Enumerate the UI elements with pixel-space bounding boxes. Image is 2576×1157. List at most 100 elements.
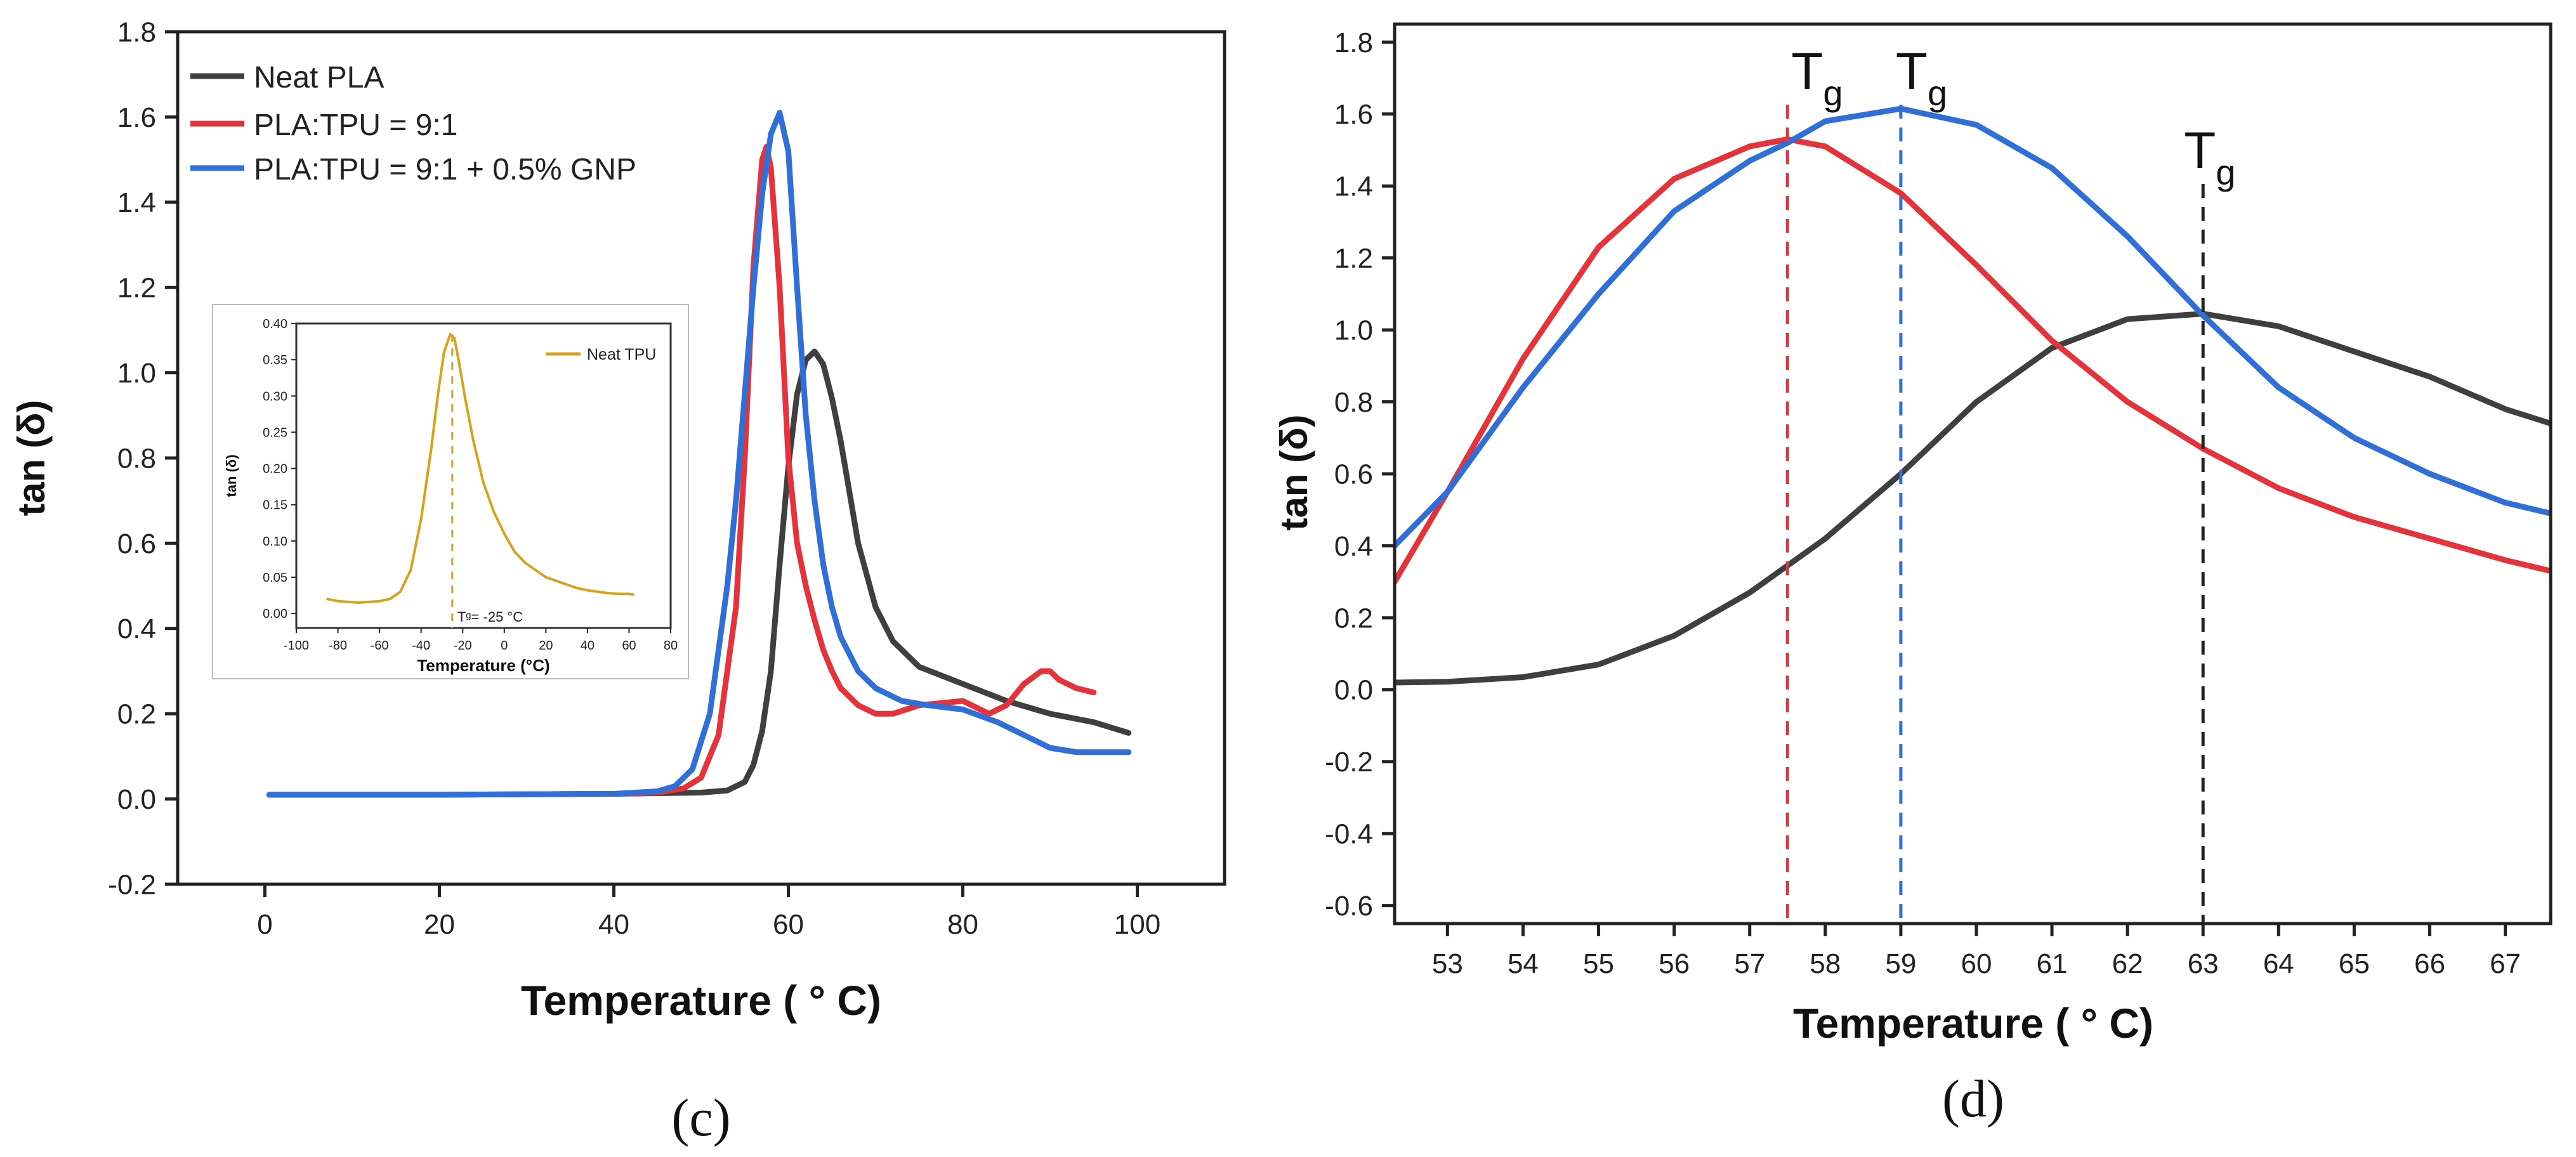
y-tick-label: -0.4 [1325, 819, 1373, 850]
x-tick-label: 40 [598, 909, 629, 940]
x-tick-label: 60 [622, 639, 636, 653]
legend-label-pla-tpu: PLA:TPU = 9:1 [254, 108, 458, 142]
panel-c-chart: 0 20 40 60 80 100 -0.2 0.0 0.2 0.4 0.6 0.8 1.0 1.2 1.4… [10, 16, 1226, 1024]
panel-d-chart: Tg Tg Tg 53 54 55 56 57 58 59 60 61 62 63 64 65 66 67 -0.… [1273, 22, 2553, 1047]
panel-d-x-axis-label: Temperature ( ° C) [1793, 1000, 2153, 1047]
inset-x-axis-label: Temperature (°C) [417, 656, 549, 675]
figure-label-d: (d) [1942, 1069, 2004, 1128]
y-tick-label: 1.8 [117, 16, 156, 48]
x-tick-label: 0 [501, 639, 508, 653]
x-tick-label: 66 [2414, 948, 2445, 979]
panel-c-series-layer [266, 110, 1132, 798]
x-tick-label: -40 [412, 639, 430, 653]
y-tick-label: 0.10 [263, 535, 287, 549]
x-tick-label: -60 [371, 639, 389, 653]
y-tick-label: 0.40 [263, 317, 287, 331]
y-tick-label: 0.0 [117, 784, 156, 815]
panel-d-y-axis-label: tan (δ) [1273, 414, 1315, 530]
figure-label-c: (c) [671, 1088, 730, 1147]
x-tick-label: 60 [1961, 948, 1992, 979]
tg-marker-label: Tg [2184, 122, 2235, 192]
panel-c-axes: 0 20 40 60 80 100 -0.2 0.0 0.2 0.4 0.6 0.8 1.0 1.2 1.4… [108, 16, 1160, 940]
y-tick-label: 0.8 [1334, 387, 1373, 418]
legend-label-pla-tpu-gnp: PLA:TPU = 9:1 + 0.5% GNP [254, 153, 636, 186]
x-tick-label: 58 [1810, 948, 1841, 979]
x-tick-label: -100 [284, 639, 309, 653]
series-line-pla-tpu-9-1-0-5-gnp [266, 110, 1132, 798]
panel-d-tg-markers: Tg Tg Tg [1785, 42, 2235, 924]
x-tick-label: 57 [1734, 948, 1765, 979]
x-tick-label: 59 [1885, 948, 1916, 979]
x-tick-label: 100 [1114, 909, 1160, 940]
y-tick-label: 0.30 [263, 389, 287, 403]
y-tick-label: -0.6 [1325, 891, 1373, 922]
series-line-neat-pla [266, 348, 1132, 798]
y-tick-label: 0.05 [263, 571, 287, 585]
x-tick-label: 55 [1583, 948, 1614, 979]
panel-c-x-axis-label: Temperature ( ° C) [521, 977, 881, 1024]
series-line-pla-tpu-9-1 [266, 143, 1097, 798]
panel-c-legend: Neat PLA PLA:TPU = 9:1 PLA:TPU = 9:1 + 0… [190, 61, 636, 186]
panel-d-series-layer [1395, 105, 2551, 686]
series-line-pla-tpu-9-1-0-5-gnp [1395, 105, 2551, 549]
x-tick-label: 53 [1432, 948, 1463, 979]
y-tick-label: 1.0 [117, 358, 156, 389]
y-tick-label: 0.15 [263, 499, 287, 513]
y-tick-label: 1.8 [1334, 27, 1373, 58]
y-tick-label: -0.2 [1325, 747, 1373, 778]
inset-background [212, 304, 689, 679]
x-tick-label: -20 [454, 639, 472, 653]
panel-d-plot-frame [1393, 22, 2553, 925]
y-tick-label: 1.2 [117, 273, 156, 304]
x-tick-label: 80 [664, 639, 678, 653]
x-tick-label: 20 [424, 909, 455, 940]
x-tick-label: 56 [1659, 948, 1690, 979]
x-tick-label: 62 [2112, 948, 2143, 979]
panel-c-y-axis-label: tan (δ) [10, 400, 53, 516]
y-tick-label: -0.2 [108, 869, 156, 900]
y-tick-label: 1.4 [117, 187, 156, 218]
x-tick-label: -80 [329, 639, 347, 653]
inset-tg-annotation: Tᵍ= -25 °C [457, 609, 523, 625]
inset-series-layer [326, 333, 634, 604]
x-tick-label: 54 [1508, 948, 1539, 979]
x-tick-label: 80 [947, 909, 978, 940]
inset-legend-label: Neat TPU [587, 346, 656, 363]
y-tick-label: 0.4 [1334, 531, 1373, 562]
series-line-neat-pla [1395, 311, 2551, 686]
series-line-neat-tpu [326, 333, 634, 604]
y-tick-label: 0.2 [117, 699, 156, 730]
y-tick-label: 0.20 [263, 462, 287, 476]
y-tick-label: 1.2 [1334, 243, 1373, 274]
tg-marker-label: Tg [1791, 42, 1843, 113]
x-tick-label: 40 [581, 639, 595, 653]
legend-item-pla-tpu: PLA:TPU = 9:1 [190, 108, 458, 142]
y-tick-label: 1.6 [117, 102, 156, 133]
y-tick-label: 0.4 [117, 613, 156, 644]
inset-axes: -100 -80 -60 -40 -20 0 20 40 60 80 0.00 0.05 0.10 0.1… [263, 317, 678, 653]
x-tick-label: 67 [2490, 948, 2521, 979]
y-tick-label: 0.35 [263, 353, 287, 367]
x-tick-label: 60 [773, 909, 804, 940]
inset-y-axis-label: tan (δ) [223, 454, 239, 497]
x-tick-label: 65 [2339, 948, 2370, 979]
y-tick-label: 0.6 [117, 528, 156, 559]
legend-item-pla-tpu-gnp: PLA:TPU = 9:1 + 0.5% GNP [190, 153, 636, 186]
x-tick-label: 20 [539, 639, 553, 653]
legend-item-neat-pla: Neat PLA [190, 61, 384, 95]
y-tick-label: 0.25 [263, 426, 287, 440]
series-line-pla-tpu-9-1 [1395, 136, 2551, 585]
x-tick-label: 0 [257, 909, 272, 940]
tg-marker-label: Tg [1896, 42, 1947, 113]
y-tick-label: 0.00 [263, 607, 287, 621]
inset-legend: Neat TPU [546, 346, 656, 363]
inset-plot-frame [295, 322, 672, 629]
x-tick-label: 64 [2263, 948, 2294, 979]
y-tick-label: 1.0 [1334, 315, 1373, 346]
y-tick-label: 1.4 [1334, 171, 1373, 202]
x-tick-label: 63 [2188, 948, 2219, 979]
panel-d-axes: 53 54 55 56 57 58 59 60 61 62 63 64 65 66 67 -0.6 -0.4 -0… [1325, 27, 2521, 979]
legend-label-neat-pla: Neat PLA [254, 61, 384, 95]
x-tick-label: 61 [2037, 948, 2068, 979]
